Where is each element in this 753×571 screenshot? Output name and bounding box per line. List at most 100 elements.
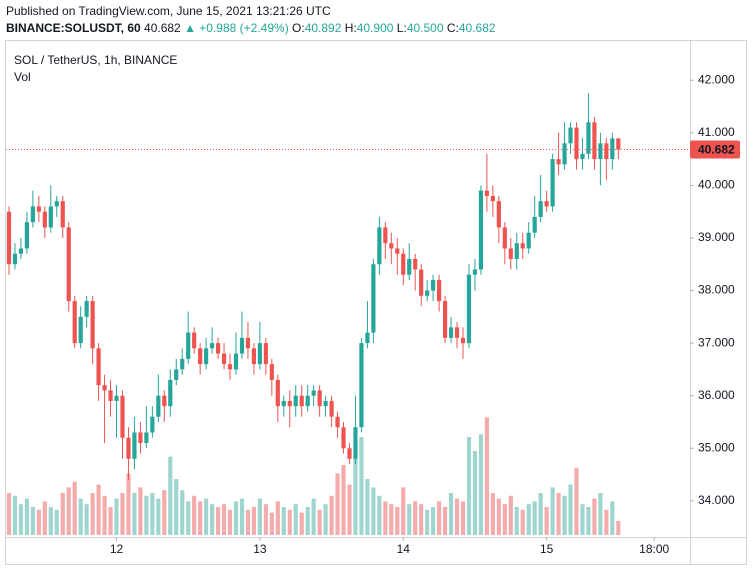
volume-bar bbox=[550, 487, 555, 535]
volume-bar bbox=[287, 509, 292, 535]
candle-body bbox=[562, 143, 567, 165]
candle-body bbox=[466, 274, 472, 344]
candle-body bbox=[604, 143, 609, 160]
volume-bar bbox=[514, 507, 519, 535]
x-tick-label: 18:00 bbox=[639, 542, 669, 556]
candle-body bbox=[120, 395, 125, 438]
candle-body bbox=[90, 301, 95, 349]
y-tick-label: 36.000 bbox=[698, 388, 735, 402]
volume-bar bbox=[454, 498, 460, 535]
candle-body bbox=[126, 437, 131, 459]
volume-bar bbox=[448, 493, 454, 535]
volume-bar bbox=[556, 493, 561, 535]
volume-bar bbox=[383, 501, 388, 535]
candle-body bbox=[263, 343, 268, 365]
candle-body bbox=[359, 343, 364, 428]
x-tick-label: 15 bbox=[540, 542, 554, 556]
volume-bar bbox=[156, 498, 161, 535]
volume-bar bbox=[460, 501, 466, 535]
candle-body bbox=[42, 211, 47, 228]
volume-bar bbox=[6, 493, 12, 535]
candle-body bbox=[48, 206, 53, 228]
candle-body bbox=[490, 195, 495, 202]
volume-bar bbox=[317, 509, 322, 535]
volume-bar bbox=[365, 479, 370, 535]
candle-body bbox=[442, 301, 448, 338]
volume-bar bbox=[377, 495, 382, 535]
volume-bar bbox=[580, 504, 585, 535]
candle-body bbox=[550, 159, 555, 207]
volume-bar bbox=[138, 487, 143, 535]
published-note: Published on TradingView.com, June 15, 2… bbox=[6, 4, 331, 18]
volume-bar bbox=[54, 509, 59, 535]
volume-bar bbox=[269, 512, 274, 535]
volume-bar bbox=[425, 509, 430, 535]
volume-bar bbox=[472, 451, 478, 535]
candle-body bbox=[215, 343, 221, 354]
candle-body bbox=[413, 258, 418, 270]
candle-body bbox=[54, 201, 59, 207]
volume-label: Vol bbox=[14, 70, 31, 84]
candle-body bbox=[204, 348, 209, 365]
volume-bar bbox=[66, 487, 71, 535]
volume-bar bbox=[616, 521, 621, 535]
volume-bar bbox=[490, 493, 495, 535]
volume-bar bbox=[431, 507, 436, 535]
volume-bar bbox=[335, 473, 340, 535]
volume-bar bbox=[150, 493, 155, 535]
volume-bar bbox=[341, 465, 346, 535]
volume-bar bbox=[359, 437, 364, 535]
candle-body bbox=[180, 358, 185, 370]
x-tick-label: 12 bbox=[110, 542, 124, 556]
candle-body bbox=[210, 343, 215, 349]
candle-body bbox=[544, 201, 549, 207]
candle-body bbox=[84, 301, 89, 317]
candle-body bbox=[323, 400, 328, 407]
volume-bar bbox=[233, 501, 239, 535]
volume-bar bbox=[90, 493, 95, 535]
last-price-box bbox=[690, 140, 740, 159]
volume-bar bbox=[401, 487, 406, 535]
volume-bar bbox=[437, 501, 442, 535]
volume-bar bbox=[353, 456, 358, 535]
volume-bar bbox=[60, 493, 65, 535]
candle-body bbox=[514, 243, 519, 259]
volume-bar bbox=[311, 498, 316, 535]
candle-body bbox=[526, 232, 531, 249]
candle-body bbox=[431, 280, 436, 291]
volume-bar bbox=[162, 490, 167, 535]
volume-bar bbox=[263, 504, 268, 535]
volume-bar bbox=[478, 434, 484, 535]
candle-body bbox=[299, 395, 304, 407]
candle-body bbox=[6, 211, 12, 265]
candle-body bbox=[108, 390, 113, 401]
volume-bar bbox=[24, 498, 29, 535]
volume-bar bbox=[215, 507, 221, 535]
candle-body bbox=[251, 348, 257, 365]
candle-body bbox=[448, 327, 454, 338]
candle-body bbox=[132, 432, 137, 459]
candle-body bbox=[114, 395, 119, 401]
candle-body bbox=[156, 395, 161, 417]
volume-bar bbox=[568, 484, 573, 535]
candle-body bbox=[520, 243, 525, 249]
y-tick-label: 41.000 bbox=[698, 125, 735, 139]
symbol-line: BINANCE:SOLUSDT, 60 40.682 ▲ +0.988 (+2.… bbox=[6, 21, 496, 35]
volume-bar bbox=[496, 498, 501, 535]
candle-body bbox=[233, 353, 239, 370]
candle-body bbox=[317, 390, 322, 407]
candle-body bbox=[162, 395, 167, 407]
volume-bar bbox=[245, 509, 251, 535]
change: ▲ +0.988 (+2.49%) bbox=[184, 21, 289, 35]
candle-body bbox=[239, 337, 245, 354]
candle-body bbox=[419, 269, 424, 296]
volume-bar bbox=[508, 495, 513, 535]
candle-body bbox=[96, 348, 101, 386]
candle-body bbox=[556, 159, 561, 165]
ohlc-l-label: L: bbox=[397, 21, 407, 35]
volume-bar bbox=[42, 501, 47, 535]
candle-body bbox=[60, 201, 65, 228]
volume-bar bbox=[586, 507, 591, 535]
